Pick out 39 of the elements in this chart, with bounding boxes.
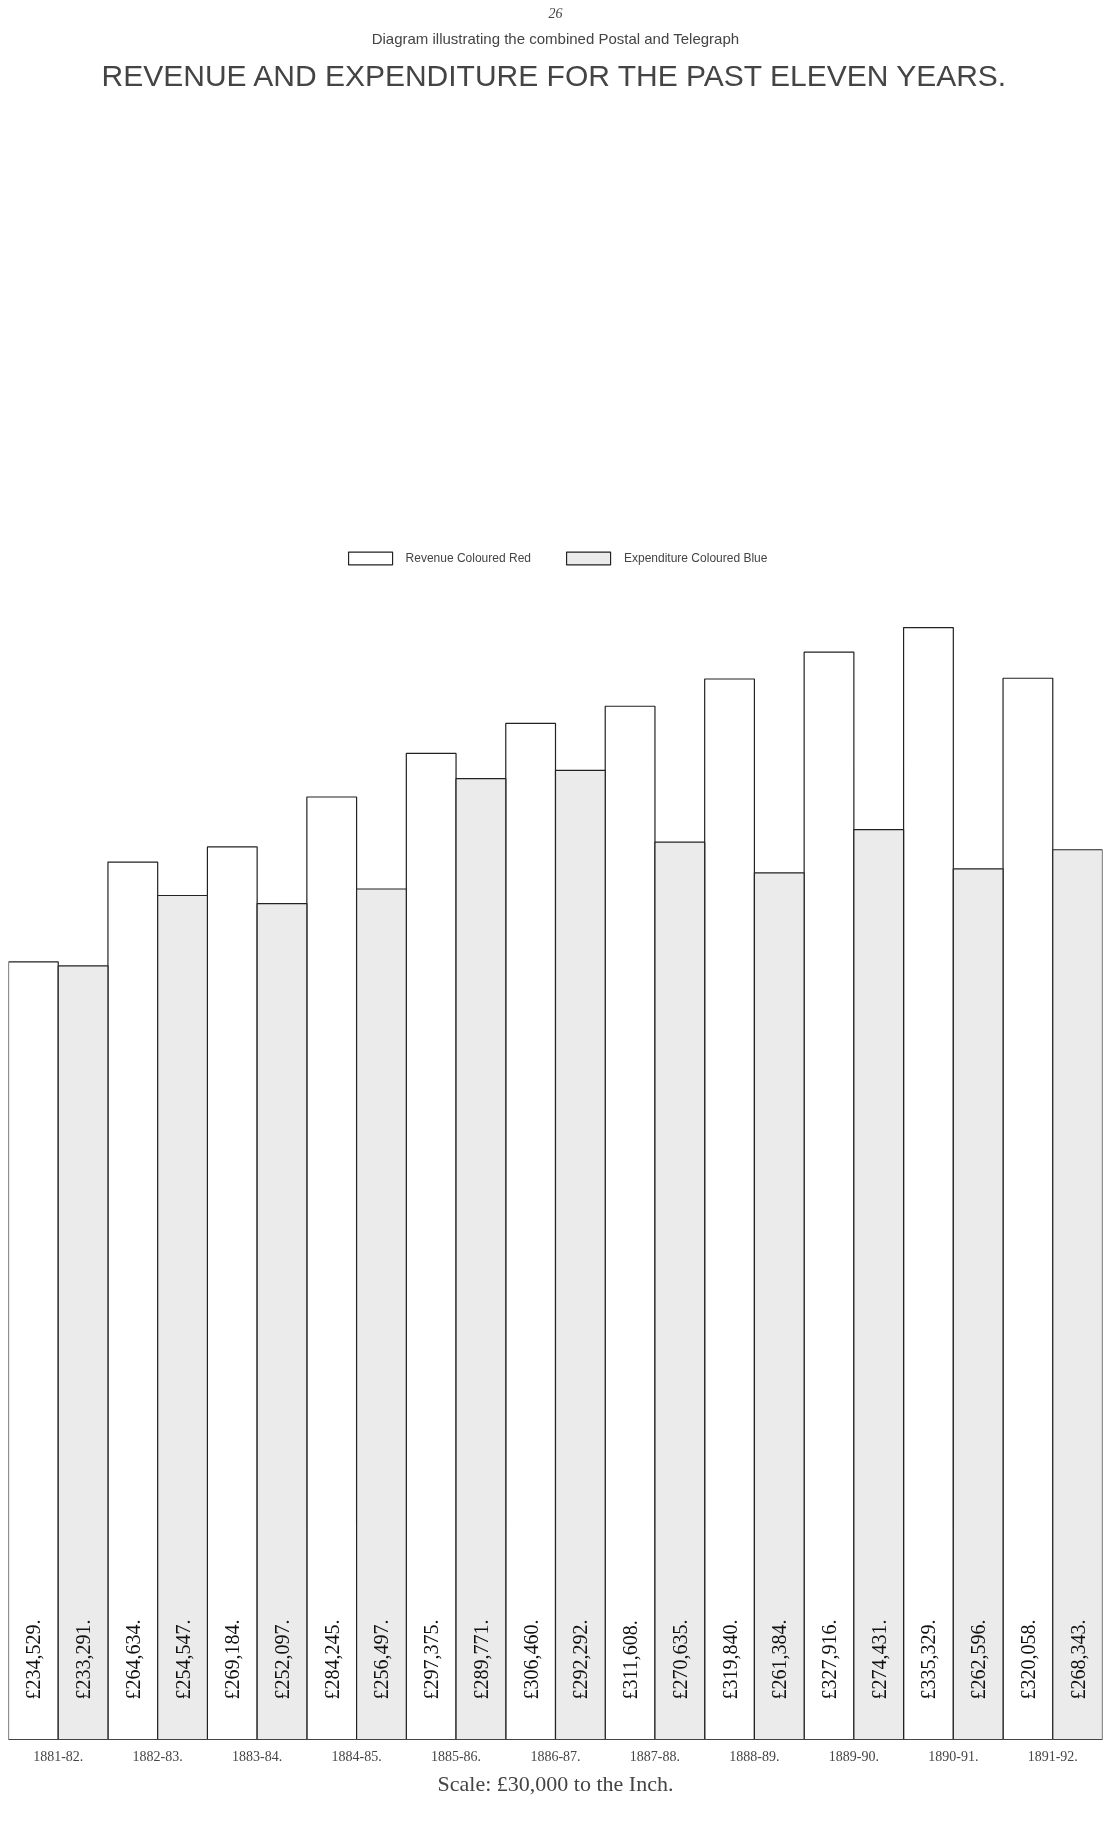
data-label: £256,497. bbox=[370, 1619, 393, 1700]
data-label: £311,608. bbox=[619, 1620, 642, 1700]
x-tick-label: 1886-87. bbox=[530, 1748, 581, 1764]
data-label: £269,184. bbox=[221, 1619, 244, 1700]
x-tick-label: 1885-86. bbox=[430, 1748, 482, 1764]
data-label: £261,384. bbox=[768, 1619, 791, 1700]
data-label: £306,460. bbox=[519, 1619, 542, 1700]
data-label: £320,058. bbox=[1016, 1619, 1039, 1700]
data-label: £268,343. bbox=[1066, 1619, 1089, 1700]
x-tick-label: 1888-89. bbox=[729, 1748, 780, 1764]
text: Scale: £30,000 to the Inch. bbox=[437, 1770, 674, 1796]
data-label: £289,771. bbox=[469, 1619, 492, 1700]
text: 26 bbox=[548, 5, 563, 21]
data-label: £335,329. bbox=[917, 1619, 940, 1700]
x-tick-label: 1891-92. bbox=[1027, 1748, 1078, 1764]
legend-label: Revenue Coloured Red bbox=[405, 550, 531, 565]
x-tick-label: 1887-88. bbox=[629, 1748, 681, 1764]
data-label: £327,916. bbox=[818, 1619, 840, 1700]
data-label: £252,097. bbox=[271, 1619, 293, 1700]
data-label: £264,634. bbox=[121, 1619, 144, 1700]
data-label: £262,596. bbox=[967, 1619, 990, 1700]
data-label: £292,292. bbox=[569, 1619, 592, 1700]
x-tick-label: 1890-91. bbox=[928, 1748, 979, 1764]
data-label: £234,529. bbox=[22, 1619, 45, 1700]
data-label: £270,635. bbox=[668, 1619, 691, 1700]
data-label: £319,840. bbox=[718, 1619, 741, 1700]
data-label: £233,291. bbox=[72, 1619, 95, 1700]
legend-label: Expenditure Coloured Blue bbox=[623, 550, 768, 565]
data-label: £274,431. bbox=[867, 1619, 890, 1700]
x-tick-label: 1881-82. bbox=[33, 1748, 84, 1764]
chart-subtitle: Diagram illustrating the combined Postal and Telegraph bbox=[371, 29, 740, 47]
data-label: £297,375. bbox=[420, 1619, 443, 1700]
data-label: £254,547. bbox=[171, 1619, 194, 1700]
x-tick-label: 1882-83. bbox=[132, 1748, 183, 1764]
x-tick-label: 1889-90. bbox=[828, 1748, 879, 1764]
x-tick-label: 1884-85. bbox=[331, 1748, 382, 1764]
data-label: £284,245. bbox=[320, 1619, 343, 1700]
chart-title: REVENUE AND EXPENDITURE FOR THE PAST ELEVEN YEARS. bbox=[101, 58, 1007, 92]
x-tick-label: 1883-84. bbox=[232, 1748, 283, 1764]
